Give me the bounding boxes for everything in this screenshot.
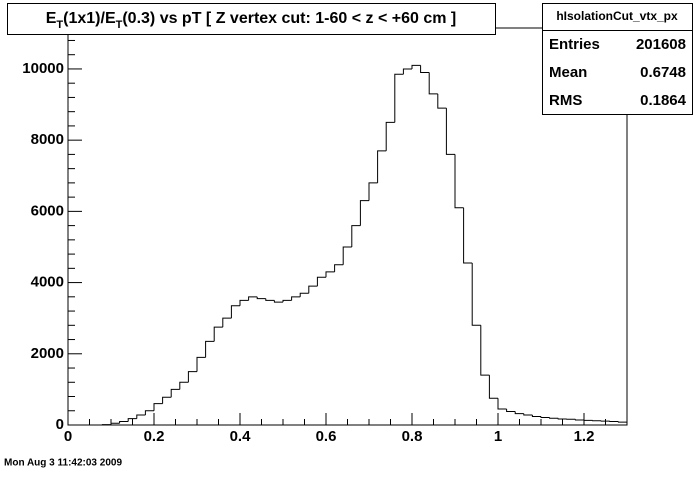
stat-value: 0.1864 <box>640 92 687 109</box>
x-tick-label: 0 <box>64 428 72 445</box>
y-tick-label: 10000 <box>22 60 64 77</box>
y-tick-label: 8000 <box>31 131 64 148</box>
stat-label: RMS <box>549 92 582 109</box>
x-tick-label: 1.2 <box>574 428 595 445</box>
x-tick-label: 0.6 <box>316 428 337 445</box>
x-tick-label: 0.4 <box>230 428 252 445</box>
stat-label: Mean <box>549 64 587 81</box>
y-tick-label: 4000 <box>31 274 64 291</box>
y-tick-label: 6000 <box>31 202 64 219</box>
x-tick-label: 1 <box>494 428 502 445</box>
stat-label: Entries <box>549 36 600 53</box>
title-part: (1x1)/E <box>63 10 116 27</box>
stats-name: hIsolationCut_vtx_px <box>556 9 678 23</box>
timestamp: Mon Aug 3 11:42:03 2009 <box>4 458 122 469</box>
stat-value: 0.6748 <box>640 64 686 81</box>
stat-value: 201608 <box>636 36 686 53</box>
y-tick-label: 0 <box>56 416 64 433</box>
title-part: (0.3) vs pT [ Z vertex cut: 1-60 < z < +… <box>122 10 456 27</box>
x-tick-label: 0.8 <box>402 428 423 445</box>
title-part: E <box>46 10 57 27</box>
y-tick-label: 2000 <box>31 345 64 362</box>
x-tick-label: 0.2 <box>144 428 165 445</box>
